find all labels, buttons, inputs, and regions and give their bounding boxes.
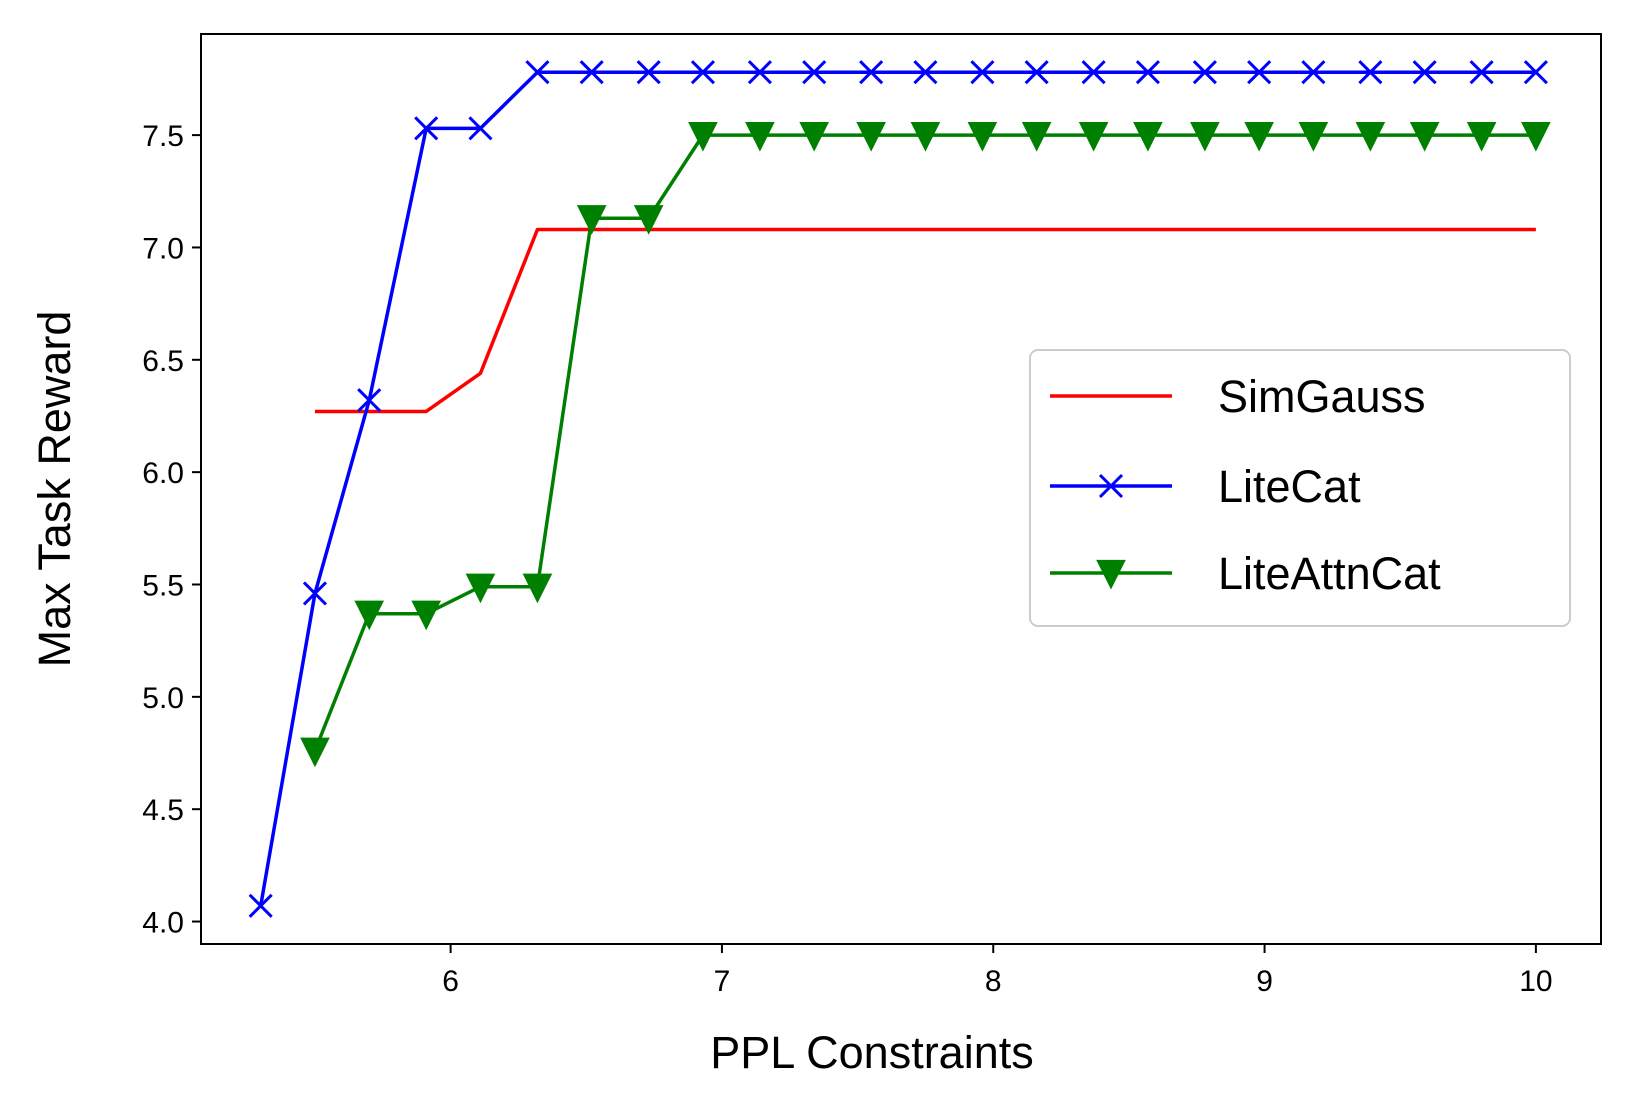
data-point-litecat bbox=[913, 60, 938, 85]
data-point-liteattncat bbox=[799, 122, 829, 152]
legend-marker bbox=[1096, 559, 1126, 590]
series-line-litecat bbox=[258, 70, 1536, 907]
data-point-litecat bbox=[690, 60, 715, 85]
data-point-liteattncat bbox=[1355, 122, 1386, 152]
data-point-litecat bbox=[1135, 60, 1160, 85]
data-point-liteattncat bbox=[856, 122, 886, 152]
data-point-liteattncat bbox=[354, 600, 385, 631]
data-point-litecat bbox=[802, 60, 827, 85]
series-layer bbox=[248, 60, 1551, 918]
y-tick-label: 7.0 bbox=[142, 232, 184, 265]
data-point-litecat bbox=[1523, 60, 1548, 85]
x-tick-label: 10 bbox=[1519, 965, 1552, 998]
data-point-litecat bbox=[970, 60, 995, 85]
x-tick-label: 6 bbox=[442, 965, 459, 998]
legend-label: LiteAttnCat bbox=[1218, 548, 1441, 599]
data-point-liteattncat bbox=[1021, 122, 1052, 152]
legend-label: LiteCat bbox=[1218, 461, 1361, 512]
legend-item-liteattncat: LiteAttnCat bbox=[1050, 548, 1441, 599]
x-tick-label: 7 bbox=[714, 965, 731, 998]
data-point-litecat bbox=[747, 60, 772, 85]
legend: SimGauss LiteCat LiteAttnCat bbox=[1029, 349, 1571, 627]
data-point-liteattncat bbox=[1466, 122, 1497, 152]
data-point-liteattncat bbox=[745, 122, 775, 152]
legend-frame bbox=[1029, 349, 1571, 627]
y-tick-label: 4.5 bbox=[142, 794, 184, 827]
data-point-litecat bbox=[1412, 60, 1437, 85]
data-point-litecat bbox=[636, 60, 661, 85]
data-point-litecat bbox=[1358, 60, 1383, 85]
data-point-litecat bbox=[1301, 60, 1326, 85]
y-tick-label: 6.0 bbox=[142, 457, 184, 490]
x-tick-label: 9 bbox=[1256, 965, 1273, 998]
data-point-liteattncat bbox=[300, 737, 330, 768]
x-axis-ticks: 6 7 8 9 10 bbox=[442, 944, 1553, 998]
series-liteattncat bbox=[300, 122, 1551, 768]
data-point-liteattncat bbox=[910, 122, 941, 152]
data-point-liteattncat bbox=[411, 600, 442, 631]
plot-frame bbox=[200, 33, 1602, 945]
data-point-liteattncat bbox=[1298, 122, 1329, 152]
legend-label: SimGauss bbox=[1218, 371, 1426, 422]
y-axis-ticks: 4.0 4.5 5.0 5.5 6.0 6.5 7.0 7.5 bbox=[142, 120, 201, 940]
data-point-litecat bbox=[414, 116, 439, 141]
series-simgauss bbox=[314, 227, 1536, 414]
data-point-litecat bbox=[248, 893, 273, 918]
series-line-simgauss bbox=[314, 227, 1536, 414]
legend-marker bbox=[1098, 473, 1124, 499]
data-point-litecat bbox=[1247, 60, 1272, 85]
y-tick-label: 7.5 bbox=[142, 120, 184, 153]
data-point-litecat bbox=[859, 60, 884, 85]
data-point-liteattncat bbox=[1078, 122, 1109, 152]
series-litecat bbox=[248, 60, 1548, 918]
data-point-litecat bbox=[1024, 60, 1049, 85]
data-point-liteattncat bbox=[576, 205, 607, 235]
data-point-litecat bbox=[357, 388, 382, 413]
data-point-liteattncat bbox=[1521, 122, 1551, 152]
data-point-liteattncat bbox=[1190, 122, 1220, 152]
data-point-litecat bbox=[1192, 60, 1217, 85]
y-tick-label: 5.0 bbox=[142, 682, 184, 715]
x-tick-label: 8 bbox=[985, 965, 1002, 998]
y-tick-label: 4.0 bbox=[142, 907, 184, 940]
legend-item-simgauss: SimGauss bbox=[1050, 371, 1426, 422]
data-point-liteattncat bbox=[688, 122, 718, 152]
data-point-litecat bbox=[302, 581, 328, 606]
y-tick-label: 6.5 bbox=[142, 345, 184, 378]
data-point-litecat bbox=[1081, 60, 1106, 85]
data-point-liteattncat bbox=[465, 573, 496, 604]
data-point-liteattncat bbox=[1409, 122, 1440, 152]
x-axis-title: PPL Constraints bbox=[710, 1027, 1033, 1078]
data-point-liteattncat bbox=[633, 205, 664, 235]
data-point-litecat bbox=[468, 116, 493, 141]
y-tick-label: 5.5 bbox=[142, 569, 184, 602]
data-point-liteattncat bbox=[1133, 122, 1163, 152]
data-point-litecat bbox=[525, 60, 550, 85]
data-point-litecat bbox=[579, 60, 604, 85]
data-point-liteattncat bbox=[1244, 122, 1274, 152]
y-axis-title: Max Task Reward bbox=[29, 311, 80, 668]
legend-item-litecat: LiteCat bbox=[1050, 461, 1361, 512]
data-point-liteattncat bbox=[967, 122, 998, 152]
data-point-liteattncat bbox=[522, 573, 553, 604]
data-point-litecat bbox=[1469, 60, 1494, 85]
